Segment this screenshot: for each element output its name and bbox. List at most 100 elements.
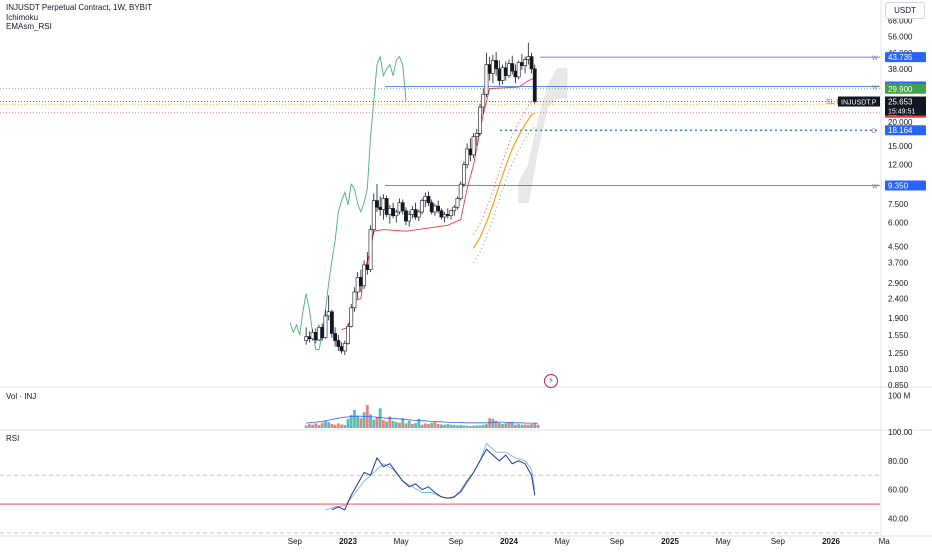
candle-body <box>410 209 415 215</box>
rsi-pane-label: RSI <box>6 434 20 443</box>
candle-body <box>471 136 476 156</box>
candle-body <box>346 326 350 344</box>
candle-body <box>329 311 334 334</box>
candle-body <box>333 333 338 341</box>
volume-bar <box>414 423 418 428</box>
volume-bar <box>443 424 446 428</box>
volume-bar <box>517 424 521 428</box>
price-axis-tick: 4.500 <box>888 242 909 251</box>
indicator-ichimoku[interactable]: Ichimoku <box>6 13 39 22</box>
volume-bar <box>353 410 356 428</box>
volume-bar <box>510 422 514 428</box>
level-badge: 9.350 <box>888 181 909 190</box>
candle-body <box>394 211 399 217</box>
volume-bar <box>423 423 427 428</box>
volume-pane-label: Vol · INJ <box>6 392 37 401</box>
candle-body <box>497 68 502 81</box>
volume-ma <box>306 415 538 424</box>
price-axis-tick: 15.000 <box>888 142 913 151</box>
volume-bar <box>507 422 511 428</box>
volume-bar <box>523 424 527 428</box>
candle-body <box>404 210 408 222</box>
ema-upper-band <box>473 98 536 235</box>
candle-body <box>368 229 373 270</box>
candle-body <box>307 336 312 340</box>
volume-bar <box>398 422 401 428</box>
price-axis-tick: 2.900 <box>888 279 909 288</box>
symbol-title: INJUSDT Perpetual Contract, 1W, BYBIT <box>6 3 153 12</box>
volume-bar <box>481 424 485 428</box>
candle-body <box>462 164 466 185</box>
volume-bar <box>330 424 334 428</box>
volume-bar <box>349 414 353 428</box>
volume-bar <box>359 418 363 428</box>
volume-bar <box>317 425 321 428</box>
volume-bar <box>514 424 517 428</box>
volume-bar <box>475 425 479 428</box>
candle-body <box>439 210 444 218</box>
candle-body <box>339 346 344 352</box>
candle-body <box>474 133 479 138</box>
volume-bar <box>320 422 324 428</box>
price-axis-tick: 1.550 <box>888 331 909 340</box>
volume-bar <box>427 424 430 428</box>
time-axis-tick: May <box>555 537 570 546</box>
candle-body <box>391 208 395 217</box>
volume-bar <box>459 425 463 428</box>
candle-body <box>400 202 405 212</box>
rsi-axis-tick: 100.00 <box>888 428 913 437</box>
candle-body <box>500 67 505 81</box>
ichimoku-lagging-span <box>289 54 407 351</box>
level-badge-bg <box>885 52 926 63</box>
price-axis-tick: 2.400 <box>888 295 909 304</box>
time-axis-tick: Sep <box>610 537 625 546</box>
volume-bar <box>307 424 311 428</box>
volume-bar <box>439 424 443 428</box>
volume-bar <box>391 420 395 428</box>
volume-bar <box>388 416 392 428</box>
volume-bar <box>407 420 411 428</box>
ema-line <box>473 112 536 249</box>
rsi-line <box>331 448 536 511</box>
level-badge-bg <box>885 125 926 136</box>
price-axis-tick: 0.850 <box>888 381 909 390</box>
level-badge-bg <box>885 180 926 191</box>
rsi-axis-tick: 40.00 <box>888 514 909 523</box>
candle-body <box>326 311 331 317</box>
candle-body <box>452 206 457 212</box>
candle-body <box>384 198 389 215</box>
volume-bar <box>501 424 504 428</box>
last-price-value: 25.653 <box>888 98 913 107</box>
bar-countdown: 15:49:51 <box>888 109 915 116</box>
volume-bar <box>485 424 488 428</box>
candle-body <box>375 200 379 208</box>
candle-body <box>378 206 383 210</box>
volume-bar <box>468 426 472 428</box>
last-price-bg <box>885 96 926 116</box>
rsi-axis-tick: 60.00 <box>888 486 909 495</box>
volume-bar <box>404 423 408 428</box>
candle-body <box>320 327 325 339</box>
indicator-emasm-rsi[interactable]: EMAsm_RSI <box>6 22 52 31</box>
volume-bar <box>494 420 498 428</box>
time-axis-tick: Sep <box>449 537 464 546</box>
candle-body <box>420 200 424 213</box>
candle-body <box>323 315 328 339</box>
candle-body <box>304 336 309 341</box>
price-axis-tick: 68.000 <box>888 16 913 25</box>
volume-bar <box>520 424 524 428</box>
candle-body <box>519 62 524 66</box>
level-tag: W <box>872 86 878 92</box>
volume-bar <box>436 424 440 428</box>
currency-button[interactable]: USDT <box>885 2 925 19</box>
lightning-icon[interactable]: ⚡ <box>544 374 558 388</box>
candle-body <box>365 264 370 270</box>
level-badge: 18.164 <box>888 126 913 135</box>
volume-bar <box>346 418 350 428</box>
volume-axis-tick: 100 M <box>888 391 911 400</box>
volume-bar <box>327 422 331 428</box>
candle-body <box>455 198 460 208</box>
candle-body <box>416 211 421 218</box>
